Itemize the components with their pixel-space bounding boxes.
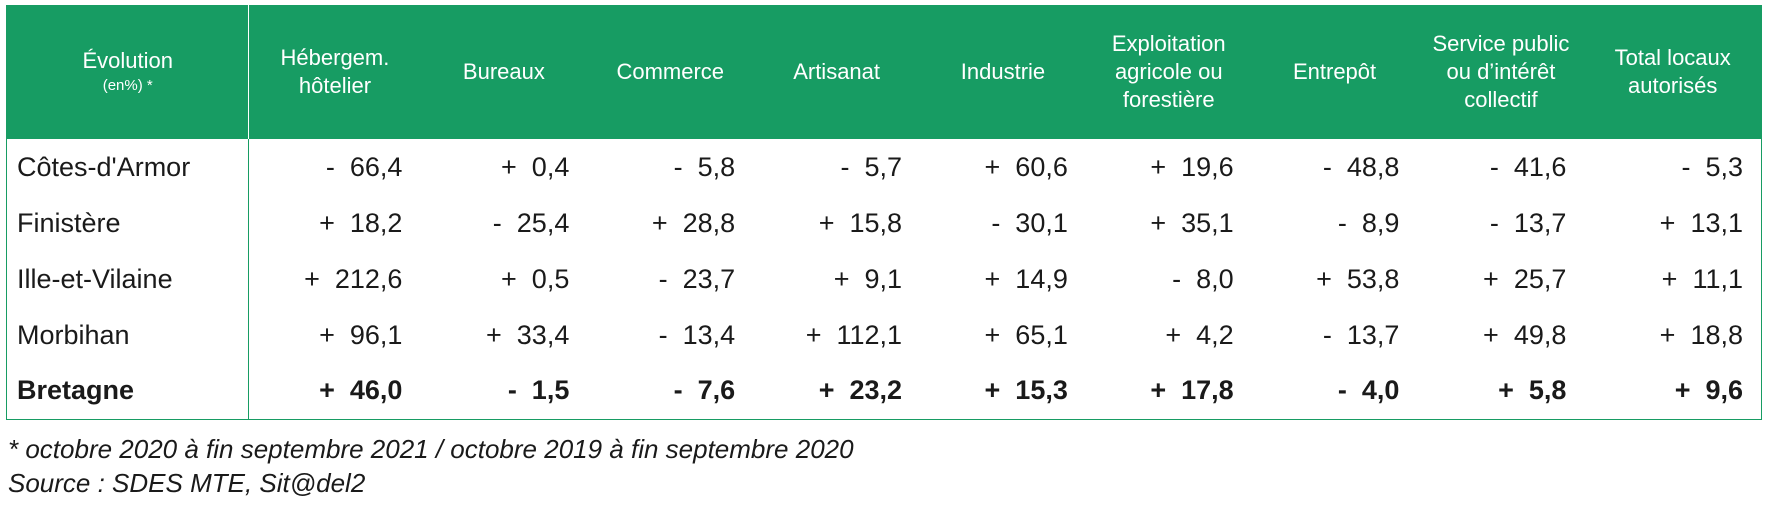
header-entrepot: Entrepôt [1251,5,1418,139]
table-cell: - 7,6 [673,375,736,406]
header-hebergement: Hébergem. hôtelier [248,5,421,139]
footnotes: * octobre 2020 à fin septembre 2021 / oc… [8,432,854,500]
table-cell: - 1,5 [507,375,570,406]
table-cell: + 112,1 [805,319,903,350]
table-cell: + 28,8 [651,207,736,238]
row-label: Côtes-d'Armor [6,139,250,195]
table-cell: + 212,6 [304,263,403,294]
header-exploitation: Exploitation agricole ou forestière [1085,5,1252,139]
table-row: Ille-et-Vilaine + 212,6 + 0,5 - 23,7 + 9… [6,251,1762,307]
table-cell: + 46,0 [319,375,403,406]
table-cell: + 15,8 [818,207,903,238]
table-cell: + 18,8 [1659,319,1743,350]
header-commerce: Commerce [587,5,754,139]
table-cell: + 25,7 [1483,263,1567,294]
table-cell: + 0,5 [501,263,570,294]
table-cell: + 33,4 [486,319,570,350]
row-label: Morbihan [6,307,250,363]
table-cell: + 35,1 [1150,207,1234,238]
table-cell: - 13,4 [658,319,736,350]
evolution-table: Évolution (en%) * Hébergem. hôtelier Bur… [6,5,1762,420]
table-cell: + 15,3 [984,375,1068,406]
table-cell: + 53,8 [1316,263,1400,294]
header-service-public: Service public ou d’intérêt collectif [1417,5,1585,139]
table-row: Morbihan + 96,1 + 33,4 - 13,4 + 112,1 + … [6,307,1762,363]
table-cell: - 23,7 [658,263,736,294]
table-cell: + 19,6 [1150,151,1234,182]
source-note: Source : SDES MTE, Sit@del2 [8,468,366,498]
header-row: Évolution (en%) * Hébergem. hôtelier Bur… [6,5,1762,139]
table-cell: + 9,6 [1674,375,1743,406]
table-row: Côtes-d'Armor - 66,4 + 0,4 - 5,8 - 5,7 +… [6,139,1762,195]
table-cell: - 48,8 [1322,151,1400,182]
table-cell: - 8,9 [1337,207,1400,238]
table-cell: - 5,3 [1681,151,1743,182]
header-evolution: Évolution (en%) * [6,5,250,139]
row-label: Bretagne [6,363,250,419]
table-cell: + 49,8 [1483,319,1567,350]
table-cell: - 5,8 [673,151,736,182]
table-cell: - 13,7 [1322,319,1400,350]
table-cell: + 23,2 [818,375,903,406]
table-cell: + 96,1 [319,319,403,350]
table-cell: + 18,2 [319,207,403,238]
header-evolution-unit: (en%) * [102,77,153,94]
table-cell: - 66,4 [325,151,403,182]
table-cell: + 4,2 [1165,319,1234,350]
header-evolution-title: Évolution [82,48,173,73]
table-cell: + 11,1 [1661,263,1743,294]
table-cell: + 0,4 [501,151,570,182]
table-cell: + 17,8 [1150,375,1234,406]
period-note: * octobre 2020 à fin septembre 2021 / oc… [8,434,854,464]
row-label: Finistère [6,195,250,251]
table-cell: - 25,4 [492,207,570,238]
table-cell: + 9,1 [833,263,903,294]
table-cell: - 8,0 [1172,263,1234,294]
table-cell: + 14,9 [984,263,1068,294]
table-cell: + 5,8 [1498,375,1567,406]
table-cell: + 65,1 [984,319,1068,350]
table-cell: - 5,7 [840,151,903,182]
table-cell: - 30,1 [991,207,1068,238]
row-label: Ille-et-Vilaine [6,251,250,307]
table-row: Finistère + 18,2 - 25,4 + 28,8 + 15,8 - … [6,195,1762,251]
table-cell: - 41,6 [1489,151,1567,182]
header-industrie: Industrie [920,5,1086,139]
table-cell: - 13,7 [1489,207,1567,238]
header-bureaux: Bureaux [420,5,588,139]
table-cell: + 60,6 [984,151,1068,182]
table-row-total: Bretagne + 46,0 - 1,5 - 7,6 + 23,2 + 15,… [6,363,1762,419]
table-cell: + 13,1 [1659,207,1743,238]
header-total: Total locaux autorisés [1584,5,1762,139]
table-cell: - 4,0 [1337,375,1400,406]
header-artisanat: Artisanat [753,5,921,139]
